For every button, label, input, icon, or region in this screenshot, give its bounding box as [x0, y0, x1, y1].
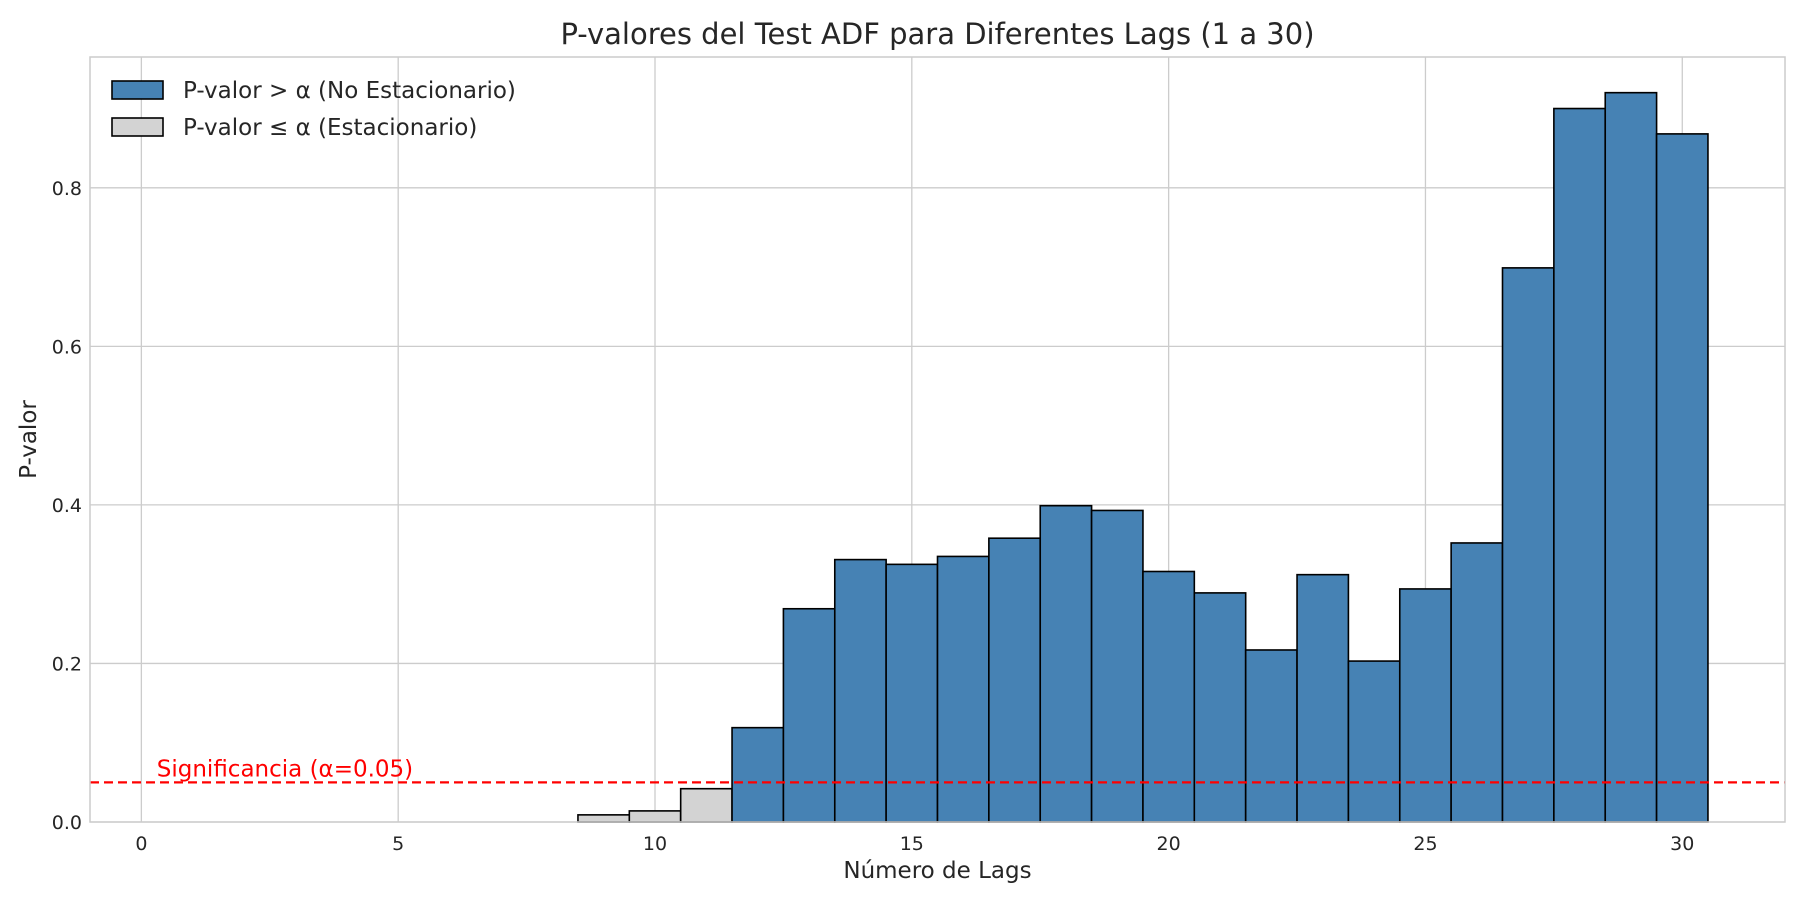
y-tick-label: 0.8 [52, 178, 82, 200]
y-tick-label: 0.6 [52, 336, 82, 358]
bar-lag-13 [782, 607, 836, 823]
x-axis-label: Número de Lags [843, 858, 1031, 884]
bar-lag-11 [679, 787, 733, 823]
bar-lag-18 [1039, 504, 1093, 823]
bar-lag-15 [885, 563, 939, 823]
y-tick-label: 0.4 [52, 495, 82, 517]
bar-lag-21 [1193, 592, 1247, 823]
y-tick-labels: 0.0 0.2 0.4 0.6 0.8 [52, 178, 82, 834]
x-tick-labels: 0 5 10 15 20 25 30 [135, 833, 1694, 855]
x-tick-label: 0 [135, 833, 147, 855]
legend-swatch-above [111, 80, 164, 100]
bar-lag-22 [1244, 649, 1298, 823]
bar-lag-23 [1296, 573, 1350, 823]
bar-lag-25 [1398, 588, 1452, 823]
x-tick-label: 25 [1413, 833, 1437, 855]
bar-lag-26 [1450, 542, 1504, 823]
x-tick-label: 30 [1670, 833, 1694, 855]
bar-lag-27 [1501, 267, 1555, 823]
legend: P-valor > α (No Estacionario) P-valor ≤ … [111, 78, 516, 141]
plot-frame [89, 56, 1786, 823]
bar-lag-20 [1142, 570, 1196, 823]
bar-lag-19 [1090, 509, 1144, 823]
chart-title: P-valores del Test ADF para Diferentes L… [560, 17, 1314, 51]
bar-lag-9 [577, 814, 631, 823]
y-axis-label: P-valor [16, 400, 42, 479]
bar-lag-28 [1553, 107, 1607, 823]
legend-label-below: P-valor ≤ α (Estacionario) [183, 115, 477, 141]
bar-lag-30 [1655, 133, 1709, 823]
bar-lag-16 [936, 555, 990, 823]
bar-lag-24 [1347, 660, 1401, 823]
x-tick-label: 5 [392, 833, 404, 855]
legend-label-above: P-valor > α (No Estacionario) [183, 78, 516, 104]
bars-group [577, 91, 1709, 823]
bar-lag-29 [1604, 91, 1658, 823]
x-tick-label: 20 [1157, 833, 1181, 855]
legend-swatch-below [111, 117, 164, 137]
significance-label: Significancia (α=0.05) [157, 756, 413, 782]
bar-lag-17 [988, 537, 1042, 823]
bar-lag-14 [833, 558, 887, 823]
bar-lag-10 [628, 810, 682, 823]
x-tick-label: 10 [643, 833, 667, 855]
bar-lag-12 [731, 726, 785, 823]
y-tick-label: 0.0 [52, 812, 82, 834]
x-tick-label: 15 [900, 833, 924, 855]
y-tick-label: 0.2 [52, 653, 82, 675]
